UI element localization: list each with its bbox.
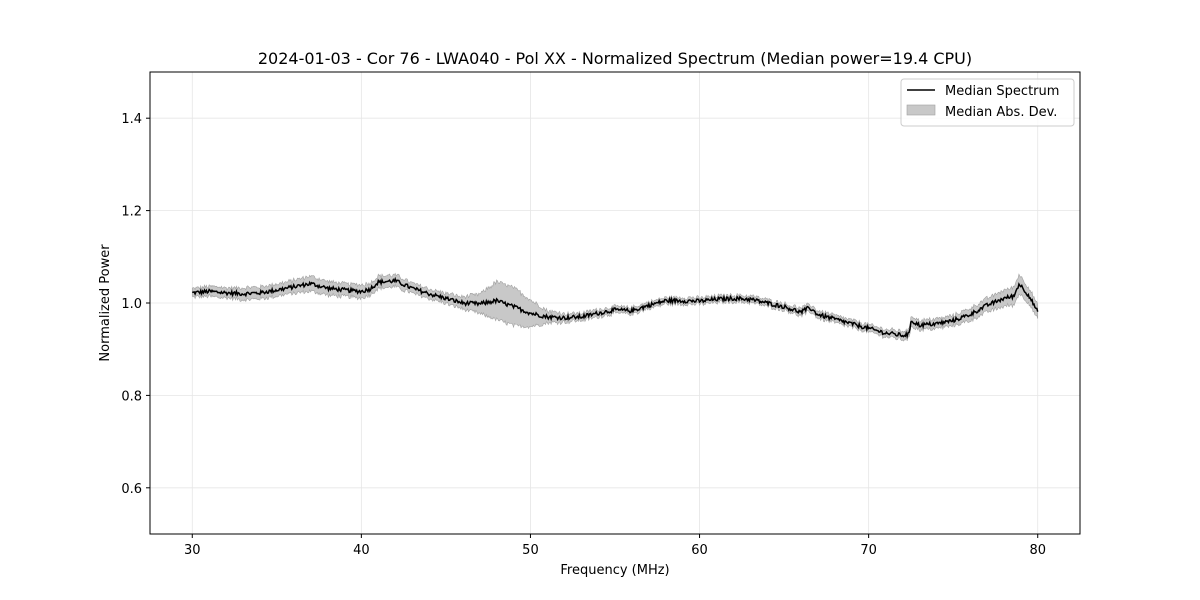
legend-box xyxy=(900,78,1075,127)
y-axis-ticks: 0.6 0.8 1.0 1.2 1.4 xyxy=(121,112,150,497)
legend: Median Spectrum Median Abs. Dev. xyxy=(900,78,1075,127)
x-tick-label: 60 xyxy=(691,543,708,558)
x-tick-label: 30 xyxy=(184,543,201,558)
y-tick-label: 1.0 xyxy=(121,297,142,312)
x-axis-ticks: 30 40 50 60 70 80 xyxy=(184,534,1046,558)
x-tick-label: 80 xyxy=(1029,543,1046,558)
median-spectrum-line xyxy=(192,276,1039,340)
y-axis-label: Normalized Power xyxy=(98,244,113,362)
x-tick-label: 70 xyxy=(860,543,877,558)
median-abs-dev-band xyxy=(191,272,1039,342)
y-tick-label: 1.4 xyxy=(121,112,142,127)
chart-title: 2024-01-03 - Cor 76 - LWA040 - Pol XX - … xyxy=(258,49,972,68)
legend-label-median-abs-dev: Median Abs. Dev. xyxy=(945,105,1057,120)
legend-band-swatch xyxy=(906,104,936,116)
x-tick-label: 40 xyxy=(353,543,370,558)
y-tick-label: 0.6 xyxy=(121,482,142,497)
legend-label-median-spectrum: Median Spectrum xyxy=(945,84,1059,99)
x-axis-label: Frequency (MHz) xyxy=(560,563,669,578)
y-tick-label: 0.8 xyxy=(121,389,142,404)
x-tick-label: 50 xyxy=(522,543,539,558)
y-tick-label: 1.2 xyxy=(121,205,142,220)
